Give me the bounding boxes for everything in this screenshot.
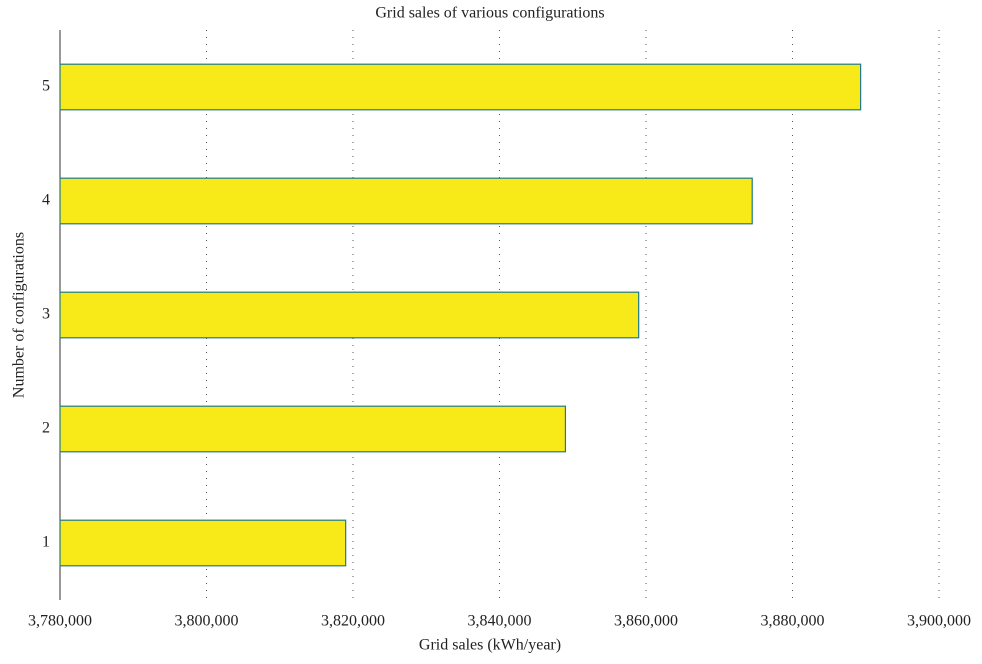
y-tick-label: 4 — [42, 192, 50, 209]
bar — [59, 177, 753, 225]
x-tick-label: 3,900,000 — [907, 613, 971, 630]
y-axis-label: Number of configurations — [11, 232, 28, 398]
bar — [59, 291, 640, 339]
x-tick-label: 3,860,000 — [614, 613, 678, 630]
y-tick-label: 2 — [42, 420, 50, 437]
y-tick-label: 5 — [42, 78, 50, 95]
chart-title: Grid sales of various configurations — [375, 5, 604, 22]
x-tick-label: 3,800,000 — [175, 613, 239, 630]
bar — [59, 63, 862, 111]
y-tick-label: 3 — [42, 306, 50, 323]
x-tick-label: 3,880,000 — [761, 613, 825, 630]
bar — [59, 519, 347, 567]
y-tick-label: 1 — [42, 534, 50, 551]
bar — [59, 405, 567, 453]
x-tick-label: 3,840,000 — [468, 613, 532, 630]
x-axis-label: Grid sales (kWh/year) — [419, 637, 561, 654]
x-tick-label: 3,820,000 — [321, 613, 385, 630]
x-tick-label: 3,780,000 — [28, 613, 92, 630]
